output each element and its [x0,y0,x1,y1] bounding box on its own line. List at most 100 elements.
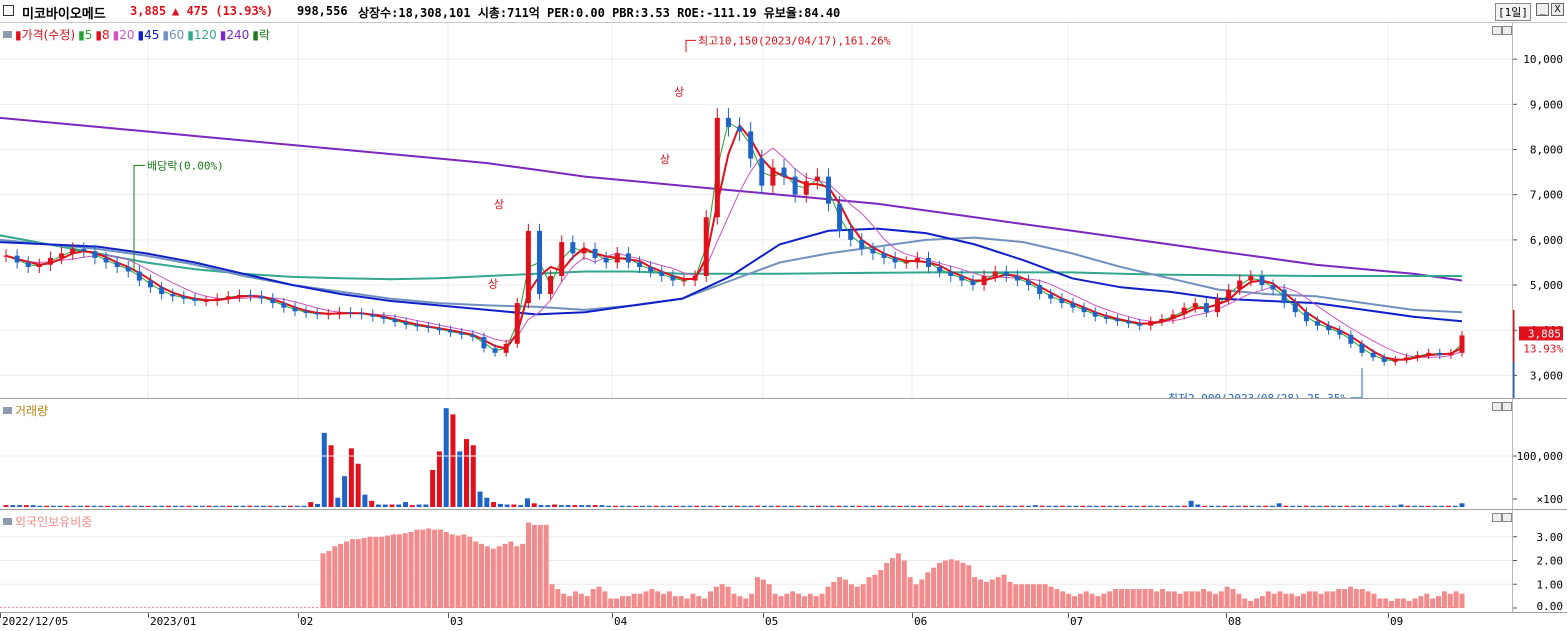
foreign-bar [690,593,696,608]
volume-bar [1432,505,1438,507]
foreign-bar [508,541,514,608]
high-annotation: 최고10,150(2023/04/17),161.26% [698,34,891,47]
limit-up-mark-3: 상 [674,85,684,98]
foreign-bar [649,589,655,608]
volume-bar [1371,505,1377,507]
minimize-button[interactable]: _ [1536,3,1549,16]
foreign-bar [1353,589,1359,608]
foreign-bar [866,577,872,608]
volume-bar [152,505,158,507]
volume-plot[interactable]: 거래량 [0,399,1513,509]
foreign-bar [484,546,490,608]
foreign-bar [1124,589,1130,608]
volume-bar [1242,505,1248,507]
candle-body [548,276,554,295]
volume-bar [585,505,591,507]
low-annotation: 최저2,900(2023/08/28),25.35% [1168,392,1348,398]
volume-bar [592,505,598,507]
volume-bar [220,505,226,507]
foreign-bar [1424,593,1430,608]
volume-bar [1290,505,1296,507]
volume-bar [741,505,747,507]
volume-bar [870,505,876,507]
y-tick-label: 100,000 [1517,450,1563,463]
volume-bar [247,505,253,507]
panel-close-button[interactable] [1502,26,1512,35]
y-tick-label: 10,000 [1523,53,1563,66]
volume-bar [430,469,436,507]
legend-item-3: ▮20 [112,28,135,42]
foreign-bar [332,546,338,608]
volume-bar [1418,505,1424,507]
volume-bar [1005,505,1011,507]
high-pointer [685,39,696,53]
volume-bar [640,505,646,507]
foreign-minimize-button[interactable] [1492,513,1502,522]
candle-body [848,230,854,240]
foreign-close-button[interactable] [1502,513,1512,522]
volume-bar [1141,505,1147,507]
panel-minimize-button[interactable] [1492,26,1502,35]
stock-name: 미코바이오메드 [22,7,106,22]
foreign-bar [1142,589,1148,608]
volume-bar [883,505,889,507]
foreign-bar [1171,591,1177,608]
volume-bar [409,505,415,507]
foreign-bar [426,528,432,608]
volume-close-button[interactable] [1502,402,1512,411]
x-tick-label: 2022/12/05 [2,615,69,628]
foreign-bar [1177,593,1183,608]
volume-bar [1053,505,1059,507]
candle-body [59,253,65,258]
foreign-bar [1089,593,1095,608]
foreign-bar [831,581,837,608]
candle-body [203,300,209,302]
stock-metrics: 상장수:18,308,101 시총:711억 PER:0.00 PBR:3.53… [358,6,841,20]
y-tick-label: 9,000 [1530,98,1563,111]
foreign-bar [1107,591,1113,608]
foreign-bar [355,539,361,608]
foreign-chart-svg [0,522,1512,608]
volume-bar [518,505,524,507]
period-selector[interactable]: [1일] [1495,3,1531,21]
x-tick [763,613,764,618]
volume-bar [1046,505,1052,507]
foreign-bar [408,532,414,608]
close-button[interactable]: X [1551,3,1564,16]
select-checkbox[interactable] [3,5,14,16]
volume-bar [599,505,605,507]
volume-bar [1452,505,1458,507]
foreign-bar [702,598,708,608]
volume-bar [1412,505,1418,507]
foreign-bar [373,536,379,608]
volume-bar [978,505,984,507]
volume-bar [728,505,734,507]
candle-body [1381,357,1387,362]
foreign-bar [1318,593,1324,608]
foreign-bar [1154,591,1160,608]
foreign-bar [414,529,420,608]
volume-bar [77,505,83,507]
foreign-plot[interactable]: 외국인보유비중 [0,510,1513,612]
foreign-bar [1101,593,1107,608]
volume-bar [274,505,280,507]
candle-body [1092,312,1098,317]
volume-bar [1249,505,1255,507]
volume-bar [890,505,896,507]
y-tick-label: 2.00 [1537,555,1564,568]
volume-minimize-button[interactable] [1492,402,1502,411]
candle-body [1126,321,1132,324]
volume-bar [1398,504,1404,507]
volume-bar [958,505,964,507]
volume-bar [436,451,442,507]
volume-bar [396,504,402,507]
x-tick [612,613,613,618]
candle-body [314,313,320,315]
volume-bar [1134,505,1140,507]
volume-bar [504,504,510,507]
volume-bar [342,476,348,507]
foreign-bar [531,524,537,608]
foreign-bar [872,574,878,608]
volume-legend-label: 거래량 [15,404,49,418]
price-plot[interactable]: 최고10,150(2023/04/17),161.26% 최저2,900(2023… [0,23,1513,398]
